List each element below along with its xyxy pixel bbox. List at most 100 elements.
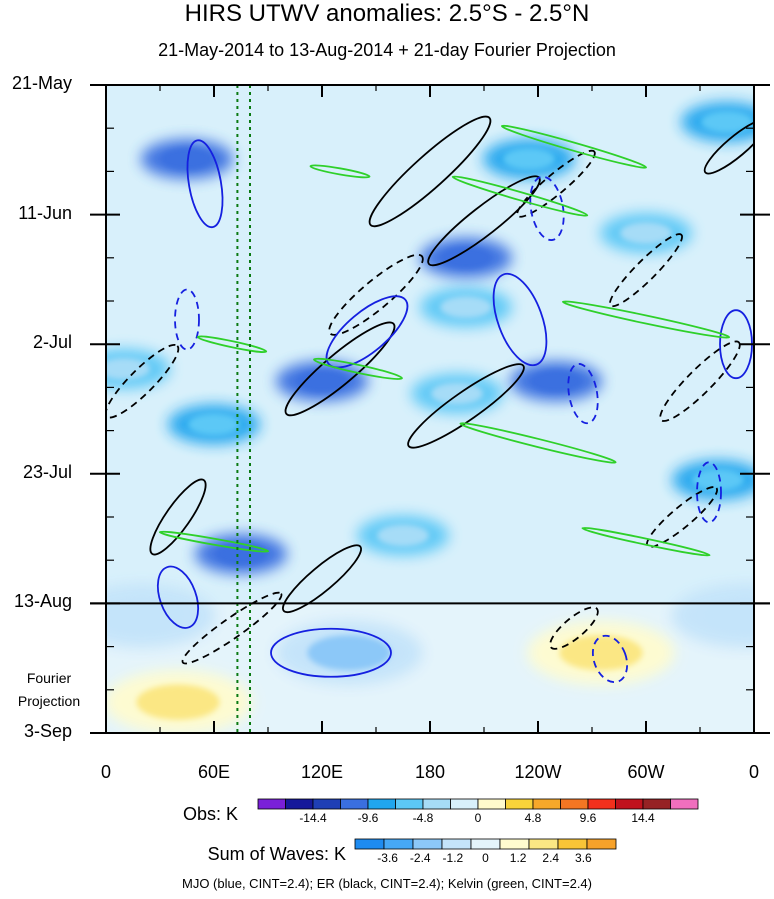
- anomaly-core: [692, 468, 744, 491]
- obs-colorbar-tick-label: -9.6: [357, 811, 379, 825]
- er-contour: [328, 253, 424, 336]
- anomaly-core: [440, 296, 492, 319]
- x-tick-label: 0: [100, 762, 111, 782]
- waves-colorbar-swatch: [383, 838, 414, 850]
- obs-colorbar-swatch: [285, 798, 314, 810]
- obs-colorbar-swatch: [422, 798, 451, 810]
- x-tick-label: 60W: [627, 762, 665, 782]
- fourier-label-line1: Fourier: [26, 670, 72, 686]
- waves-colorbar-tick-label: -2.4: [409, 851, 431, 865]
- obs-colorbar-swatch: [257, 798, 286, 810]
- anomaly-core: [136, 684, 220, 720]
- mjo-contour: [325, 295, 409, 369]
- kelvin-contour: [309, 164, 371, 179]
- obs-colorbar-tick-label: -14.4: [299, 811, 327, 825]
- mjo-contour: [270, 627, 392, 678]
- mjo-contour: [591, 634, 629, 684]
- er-contour: [549, 606, 599, 650]
- obs-colorbar-tick-label: 0: [474, 811, 482, 825]
- anomaly-core: [530, 370, 582, 393]
- anomaly-core: [431, 382, 483, 405]
- er-contour: [149, 478, 207, 556]
- x-tick-label: 60E: [197, 762, 231, 782]
- obs-colorbar-swatch: [670, 798, 699, 810]
- anomaly-core: [307, 635, 391, 671]
- waves-colorbar-tick-label: 2.4: [542, 851, 560, 865]
- kelvin-contour: [451, 175, 589, 217]
- anomaly-core: [106, 598, 184, 634]
- mjo-contour: [186, 139, 224, 229]
- anomaly-core: [620, 222, 672, 245]
- mjo-contour: [492, 272, 548, 367]
- obs-colorbar-swatch: [532, 798, 561, 810]
- kelvin-contour: [313, 357, 403, 380]
- y-tick-label: 21-May: [11, 73, 72, 93]
- anomaly-core: [503, 148, 555, 171]
- waves-colorbar-swatch: [586, 838, 617, 850]
- waves-colorbar-tick-label: 1.2: [509, 851, 527, 865]
- x-tick-label: 0: [748, 762, 759, 782]
- x-tick-label: 120E: [300, 762, 344, 782]
- obs-colorbar-label: Obs: K: [182, 804, 238, 824]
- waves-colorbar-swatch: [354, 838, 385, 850]
- waves-colorbar-tick-label: -1.2: [442, 851, 464, 865]
- waves-colorbar-tick-label: -3.6: [377, 851, 398, 865]
- anomaly-core: [440, 246, 492, 269]
- obs-colorbar-swatch: [642, 798, 671, 810]
- waves-colorbar-swatch: [412, 838, 443, 850]
- kelvin-contour: [158, 530, 270, 553]
- kelvin-contour: [561, 300, 731, 339]
- y-tick-label: 23-Jul: [22, 461, 72, 482]
- anomaly-core: [188, 413, 240, 436]
- kelvin-contour: [459, 422, 617, 464]
- y-tick-label: 11-Jun: [18, 202, 72, 223]
- waves-colorbar-swatch: [470, 838, 501, 850]
- er-contour: [646, 486, 718, 548]
- waves-colorbar-label: Sum of Waves: K: [207, 844, 346, 864]
- obs-colorbar-swatch: [505, 798, 534, 810]
- waves-colorbar-tick-label: 3.6: [575, 851, 592, 865]
- mjo-contour: [174, 288, 200, 351]
- er-contour: [284, 321, 396, 417]
- mjo-contour: [696, 461, 722, 524]
- x-tick-label: 180: [414, 762, 446, 782]
- x-tick-label: 120W: [514, 762, 562, 782]
- anomaly-core: [703, 598, 754, 634]
- mjo-contour: [567, 363, 599, 425]
- fourier-projection-label: Fourier Projection: [6, 667, 92, 713]
- er-contour: [609, 233, 683, 308]
- er-contour: [407, 363, 525, 449]
- obs-colorbar-swatch: [312, 798, 341, 810]
- obs-colorbar-tick-label: 4.8: [524, 811, 542, 825]
- kelvin-contour: [500, 124, 648, 169]
- chart-title: HIRS UTWV anomalies: 2.5°S - 2.5°N: [184, 0, 590, 27]
- anomaly-core: [215, 543, 267, 566]
- y-tick-label: 13-Aug: [13, 591, 72, 612]
- obs-colorbar-swatch: [340, 798, 369, 810]
- er-contour: [516, 149, 596, 218]
- waves-colorbar-swatch: [528, 838, 559, 850]
- er-contour: [106, 343, 180, 419]
- er-contour: [368, 115, 492, 228]
- obs-colorbar-swatch: [587, 798, 616, 810]
- waves-colorbar-swatch: [499, 838, 530, 850]
- obs-colorbar-swatch: [477, 798, 506, 810]
- kelvin-contour: [581, 526, 711, 557]
- anomaly-core: [559, 635, 643, 671]
- er-contour: [659, 340, 741, 422]
- obs-colorbar-swatch: [560, 798, 589, 810]
- waves-colorbar-swatch: [441, 838, 472, 850]
- waves-colorbar-tick-label: 0: [482, 851, 489, 865]
- obs-colorbar-tick-label: 9.6: [579, 811, 597, 825]
- waves-colorbar-swatch: [557, 838, 588, 850]
- obs-colorbar-swatch: [615, 798, 644, 810]
- anomaly-core: [106, 357, 150, 380]
- y-tick-label: 3-Sep: [23, 721, 72, 741]
- anomaly-core: [701, 111, 753, 134]
- obs-colorbar-swatch: [395, 798, 424, 810]
- kelvin-contour: [196, 335, 268, 353]
- obs-colorbar-tick-label: -4.8: [412, 811, 434, 825]
- fourier-label-line2: Projection: [17, 693, 81, 709]
- er-contour: [703, 118, 754, 175]
